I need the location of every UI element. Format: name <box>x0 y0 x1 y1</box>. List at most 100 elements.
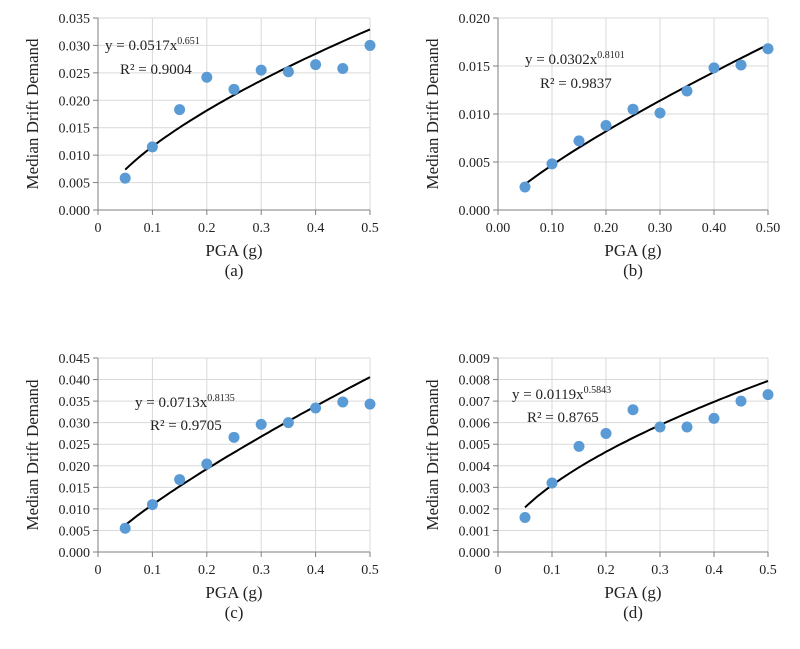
y-axis-title: Median Drift Demand <box>423 38 442 190</box>
x-tick-label: 0.3 <box>252 563 270 578</box>
x-tick-label: 0.3 <box>252 221 270 236</box>
r-squared-label: R² = 0.9004 <box>120 62 192 78</box>
y-tick-label: 0.005 <box>459 438 491 453</box>
chart-panel-d: 0.000 0.001 0.002 0.003 0.004 0.005 0.006 0.007… <box>423 352 777 622</box>
x-tick-label: 0.2 <box>198 221 216 236</box>
trendline-equation: y = 0.0713x0.8135 <box>135 393 235 411</box>
data-point <box>228 83 240 95</box>
x-tick-label: 0.50 <box>756 221 781 236</box>
data-point <box>174 104 186 116</box>
data-point <box>708 62 720 74</box>
power-trendline <box>524 379 769 509</box>
data-point <box>546 158 558 170</box>
chart-panel-b: 0.000 0.005 0.010 0.015 0.020 0.00 0.10 0.20 0.3… <box>423 12 780 280</box>
x-tick-label: 0.00 <box>486 221 511 236</box>
equation-exponent: 0.651 <box>177 36 200 47</box>
equation-base: y = 0.0713x <box>135 395 208 411</box>
x-tick-label: 0.1 <box>144 221 162 236</box>
data-point <box>255 64 267 76</box>
data-point <box>337 396 349 408</box>
y-tick-label: 0.020 <box>59 460 91 475</box>
y-tick-label: 0.000 <box>459 204 491 219</box>
data-point <box>364 39 376 51</box>
x-axis-title: PGA (g) <box>205 583 262 602</box>
y-tick-label: 0.008 <box>459 374 491 389</box>
y-tick-label: 0.003 <box>459 481 491 496</box>
y-tick-label: 0.025 <box>59 67 91 82</box>
data-point <box>600 427 612 439</box>
y-tick-label: 0.007 <box>459 395 491 410</box>
y-tick-label: 0.010 <box>59 503 91 518</box>
equation-base: y = 0.0517x <box>105 38 178 54</box>
x-tick-label: 0.40 <box>702 221 727 236</box>
x-tick-label: 0.1 <box>543 563 561 578</box>
data-point <box>600 120 612 132</box>
data-point <box>681 85 693 97</box>
equation-exponent: 0.5843 <box>584 385 612 396</box>
equation-exponent: 0.8135 <box>207 393 235 404</box>
y-tick-label: 0.030 <box>59 39 91 54</box>
data-point <box>364 398 376 410</box>
power-trendline <box>524 43 769 186</box>
data-point <box>255 418 267 430</box>
panel-label: (d) <box>623 603 643 622</box>
power-trendline <box>124 28 371 171</box>
y-tick-label: 0.015 <box>459 60 491 75</box>
equation-base: y = 0.0119x <box>512 387 584 403</box>
x-tick-label: 0.10 <box>540 221 565 236</box>
data-point <box>174 474 186 486</box>
data-point <box>119 522 131 534</box>
x-tick-label: 0.4 <box>307 221 325 236</box>
y-tick-label: 0.045 <box>59 352 91 367</box>
data-point <box>627 103 639 115</box>
y-tick-label: 0.000 <box>59 546 91 561</box>
data-point <box>310 59 322 71</box>
x-tick-label: 0.5 <box>361 221 379 236</box>
data-point <box>573 135 585 147</box>
y-tick-label: 0.005 <box>459 156 491 171</box>
y-axis-title: Median Drift Demand <box>23 379 42 531</box>
chart-panel-c: 0.000 0.005 0.010 0.015 0.020 0.025 0.030 0.035… <box>23 352 379 622</box>
x-tick-label: 0 <box>495 563 502 578</box>
data-point <box>282 417 294 429</box>
data-point <box>519 512 531 524</box>
equation-base: y = 0.0302x <box>525 52 598 68</box>
data-point <box>654 107 666 119</box>
y-tick-label: 0.020 <box>59 94 91 109</box>
data-point <box>119 172 131 184</box>
x-tick-label: 0 <box>95 221 102 236</box>
data-point <box>762 389 774 401</box>
panel-label: (a) <box>225 261 244 280</box>
x-tick-label: 0.1 <box>144 563 162 578</box>
data-point <box>762 43 774 55</box>
trendline-equation: y = 0.0517x0.651 <box>105 36 200 54</box>
data-point <box>654 421 666 433</box>
x-axis-title: PGA (g) <box>604 241 661 260</box>
y-tick-label: 0.015 <box>59 122 91 137</box>
data-point <box>519 181 531 193</box>
data-point <box>627 404 639 416</box>
x-axis-title: PGA (g) <box>205 241 262 260</box>
r-squared-label: R² = 0.9705 <box>150 418 222 434</box>
x-tick-label: 0.4 <box>307 563 325 578</box>
y-tick-label: 0.010 <box>459 108 491 123</box>
trendline-equation: y = 0.0302x0.8101 <box>525 50 625 68</box>
x-tick-label: 0.2 <box>198 563 216 578</box>
y-tick-label: 0.015 <box>59 481 91 496</box>
y-tick-label: 0.000 <box>459 546 491 561</box>
x-tick-label: 0.2 <box>597 563 615 578</box>
data-point <box>546 477 558 489</box>
y-tick-label: 0.006 <box>459 417 491 432</box>
y-tick-label: 0.004 <box>459 460 491 475</box>
y-tick-label: 0.035 <box>59 395 91 410</box>
data-point <box>681 421 693 433</box>
power-trendline <box>124 376 371 526</box>
y-tick-label: 0.035 <box>59 12 91 27</box>
data-point <box>337 62 349 74</box>
data-point <box>282 66 294 78</box>
x-tick-label: 0.20 <box>594 221 619 236</box>
y-tick-label: 0.000 <box>59 204 91 219</box>
y-tick-label: 0.005 <box>59 524 91 539</box>
data-point <box>201 458 213 470</box>
